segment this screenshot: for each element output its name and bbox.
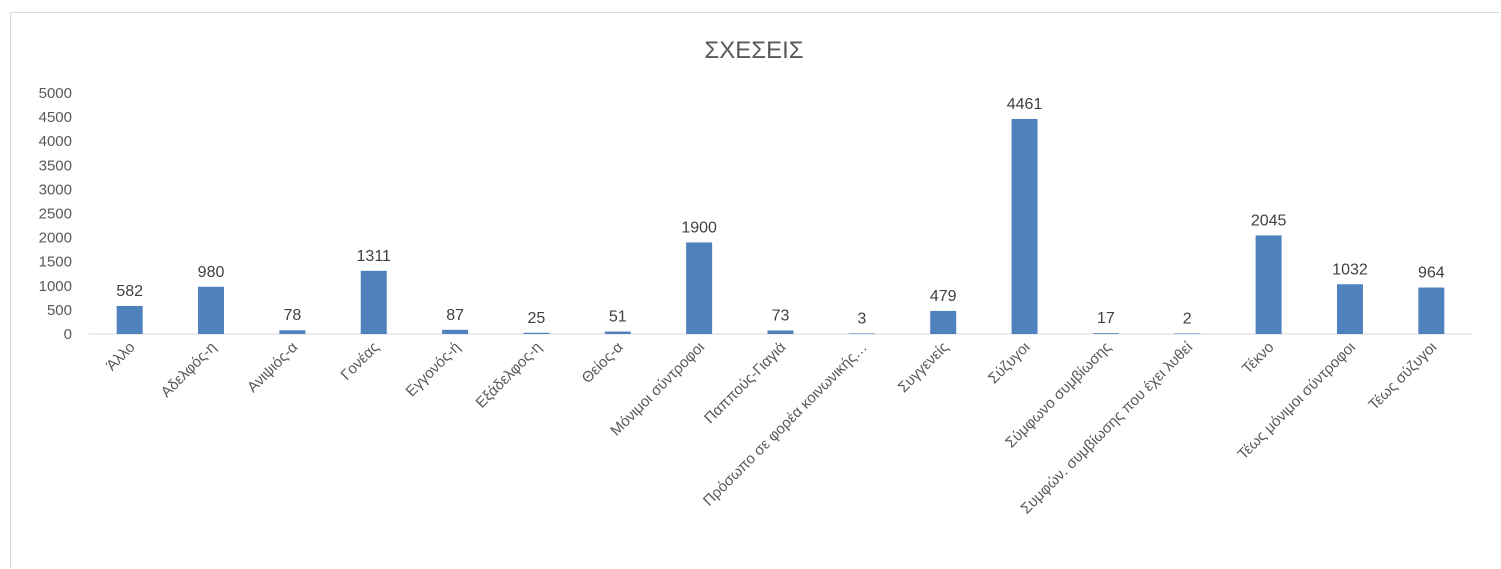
data-label: 4461 xyxy=(1007,96,1043,113)
bar xyxy=(1011,118,1038,334)
category-label: Τέκνο xyxy=(1239,339,1278,378)
category-labels-group: Άλλο Αδελφός-η Ανιψιός-α Γονέας Εγγονός-ή Εξά… xyxy=(103,338,1440,517)
bar xyxy=(1092,333,1119,334)
bar xyxy=(279,330,306,334)
category-label: Ανιψιός-α xyxy=(244,339,301,396)
data-label: 78 xyxy=(283,307,301,324)
category-label: Πρόσωπο σε φορέα κοινωνικής… xyxy=(700,339,871,510)
bar xyxy=(360,270,387,334)
bar xyxy=(523,332,550,334)
bar xyxy=(116,305,143,334)
bar xyxy=(1174,333,1201,334)
data-label: 73 xyxy=(772,307,790,324)
data-label: 3 xyxy=(857,310,866,327)
y-axis: 0 500 1000 1500 2000 2500 3000 3500 4000 4500 5000 xyxy=(39,85,72,343)
bar xyxy=(848,333,875,334)
category-label: Τέως σύζυγοι xyxy=(1365,339,1440,414)
bar xyxy=(604,331,631,334)
y-tick-label: 500 xyxy=(47,302,72,319)
chart-title: ΣΧΕΣΕΙΣ xyxy=(704,37,803,64)
data-label: 964 xyxy=(1418,265,1445,282)
bar xyxy=(1418,287,1445,334)
category-label: Άλλο xyxy=(103,339,138,374)
bars-group xyxy=(116,118,1445,334)
y-tick-label: 4000 xyxy=(39,133,72,150)
y-tick-label: 1000 xyxy=(39,278,72,295)
data-label: 980 xyxy=(198,264,225,281)
y-tick-label: 0 xyxy=(64,326,72,343)
bar xyxy=(930,310,957,334)
data-label: 17 xyxy=(1097,310,1115,327)
data-label: 479 xyxy=(930,288,957,305)
category-label: Εγγονός-ή xyxy=(403,339,464,400)
bar xyxy=(767,330,794,334)
data-label: 1032 xyxy=(1332,261,1368,278)
y-tick-label: 2500 xyxy=(39,206,72,223)
data-label: 582 xyxy=(116,283,143,300)
y-tick-label: 1500 xyxy=(39,254,72,271)
category-label: Συμφών. συμβίωσης που έχει λυθεί xyxy=(1018,338,1197,517)
category-label: Γονέας xyxy=(338,339,383,384)
y-tick-label: 3000 xyxy=(39,181,72,198)
category-label: Σύζυγοι xyxy=(985,339,1033,387)
y-tick-label: 3500 xyxy=(39,157,72,174)
bar xyxy=(1336,284,1363,334)
y-tick-label: 5000 xyxy=(39,85,72,102)
chart-frame xyxy=(10,12,1499,568)
category-label: Θείος-α xyxy=(579,339,627,387)
data-label: 2 xyxy=(1183,310,1192,327)
category-label: Παππούς-Γιαγιά xyxy=(701,339,790,428)
data-label: 51 xyxy=(609,309,627,326)
bar xyxy=(686,242,713,334)
y-tick-label: 4500 xyxy=(39,109,72,126)
category-label: Συγγενείς xyxy=(895,339,952,396)
data-label: 2045 xyxy=(1251,212,1287,229)
category-label: Αδελφός-η xyxy=(158,339,220,401)
bar xyxy=(198,286,225,334)
data-label: 87 xyxy=(446,307,464,324)
bar xyxy=(1255,235,1282,334)
data-label: 25 xyxy=(528,310,546,327)
y-tick-label: 2000 xyxy=(39,230,72,247)
category-label: Εξάδελφος-η xyxy=(473,339,546,412)
bar xyxy=(442,329,469,334)
data-labels-group: 582 980 78 1311 87 25 51 1900 73 3 479 4461 17 2 2045 1… xyxy=(116,96,1444,327)
data-label: 1311 xyxy=(357,248,392,265)
data-label: 1900 xyxy=(681,219,717,236)
